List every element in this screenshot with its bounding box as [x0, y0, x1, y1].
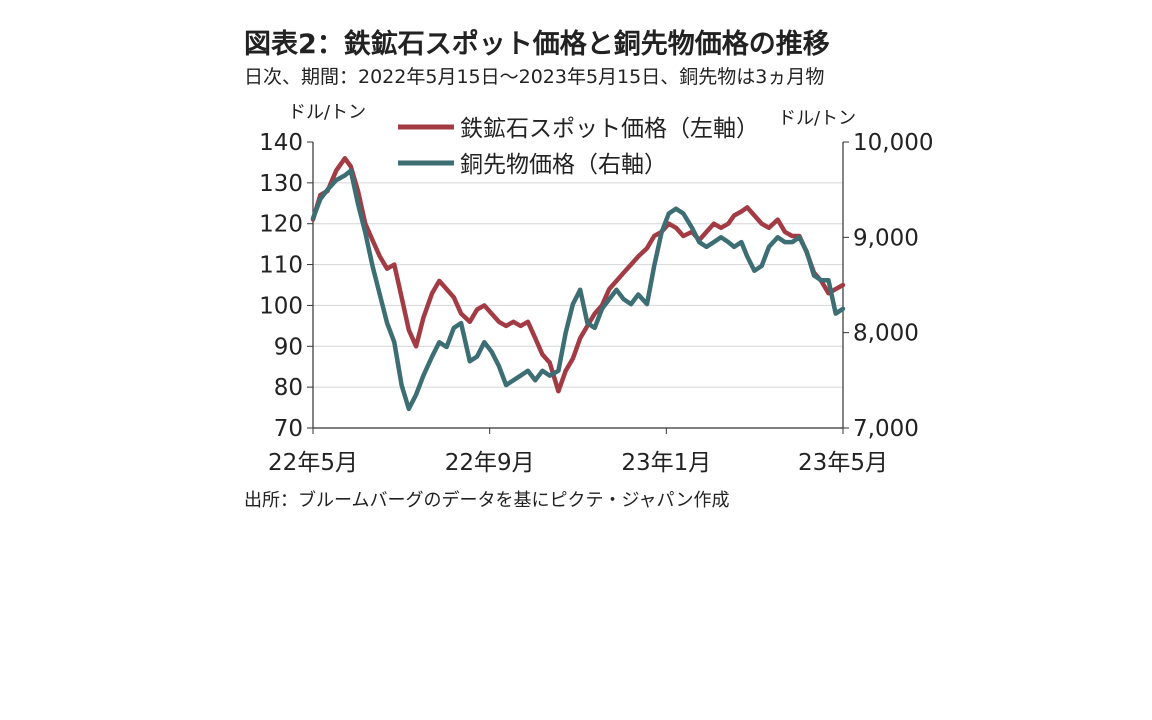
chart-subtitle: 日次、期間：2022年5月15日～2023年5月15日、銅先物は3ヵ月物 [244, 66, 825, 88]
y-tick-label-right: 9,000 [853, 225, 919, 251]
x-tick-label: 22年9月 [445, 450, 535, 476]
y-tick-label-left: 120 [259, 212, 303, 238]
y-axis-label-right: ドル/トン [778, 108, 856, 129]
gridlines [313, 182, 843, 388]
series-line-iron-ore [310, 156, 846, 394]
y-tick-label-left: 140 [259, 130, 303, 156]
legend-label: 鉄鉱石スポット価格（左軸） [460, 116, 759, 142]
legend-label: 銅先物価格（右軸） [460, 152, 667, 178]
x-tick-label: 22年5月 [268, 450, 358, 476]
x-tick-label: 23年5月 [798, 450, 888, 476]
y-tick-label-left: 80 [274, 375, 303, 401]
series-line-copper [310, 168, 846, 412]
y-tick-label-right: 8,000 [853, 321, 919, 347]
y-tick-label-right: 10,000 [853, 130, 933, 156]
y-axis-label-left: ドル/トン [288, 102, 366, 123]
y-tick-label-right: 7,000 [853, 416, 919, 442]
legend-background [394, 105, 779, 137]
y-tick-label-left: 110 [259, 253, 303, 279]
y-tick-label-left: 100 [259, 293, 303, 319]
x-tick-label: 23年1月 [621, 450, 711, 476]
legend: 鉄鉱石スポット価格（左軸） 銅先物価格（右軸） [394, 105, 779, 178]
y-tick-label-left: 130 [259, 171, 303, 197]
y-tick-label-left: 70 [274, 416, 303, 442]
series-lines [310, 156, 846, 412]
legend-background [394, 141, 779, 173]
y-tick-label-left: 90 [274, 334, 303, 360]
source-note: 出所：ブルームバーグのデータを基にピクテ・ジャパン作成 [244, 490, 730, 511]
axis-labels: ドル/トン ドル/トン [288, 102, 856, 129]
chart-title: 図表2：鉄鉱石スポット価格と銅先物価格の推移 [244, 29, 830, 60]
